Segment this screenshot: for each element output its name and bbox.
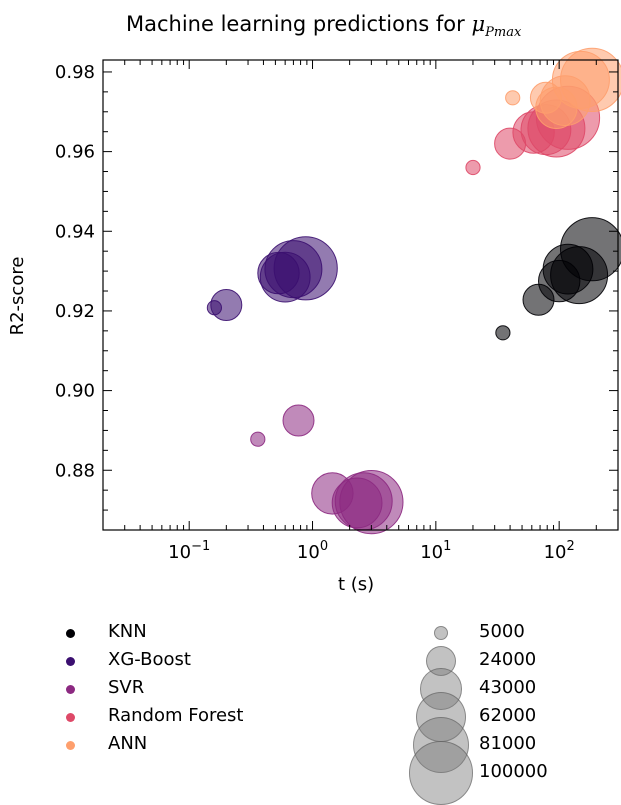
legend-label: Random Forest [108, 705, 243, 726]
title-symbol: μ [471, 12, 485, 36]
data-point-svr-1 [283, 405, 314, 436]
y-tick-label: 0.94 [55, 221, 95, 242]
data-point-xg-boost-1 [211, 290, 242, 321]
y-tick-label: 0.90 [55, 381, 95, 402]
data-point-knn-0 [496, 326, 510, 340]
legend-label: SVR [108, 677, 144, 698]
legend-label: ANN [108, 733, 147, 754]
y-tick-label: 0.98 [55, 62, 95, 83]
title-subscript: Pmax [485, 25, 521, 40]
x-tick-label: 102 [544, 539, 575, 563]
title-prefix: Machine learning predictions for [126, 12, 471, 36]
x-tick-label: 10−1 [168, 539, 210, 563]
y-tick-label: 0.88 [55, 460, 95, 481]
y-tick-label: 0.92 [55, 301, 95, 322]
legend-marker [66, 685, 75, 694]
data-point-ann-0 [506, 91, 520, 105]
data-point-xg-boost-5 [274, 237, 337, 300]
size-legend-label: 43000 [479, 677, 536, 698]
legend-marker [66, 741, 75, 750]
legend-marker [66, 657, 75, 666]
size-legend-label: 24000 [479, 649, 536, 670]
size-legend-label: 62000 [479, 705, 536, 726]
y-axis-label: R2-score [7, 257, 28, 336]
legend-label: KNN [108, 621, 147, 642]
size-legend-marker [409, 741, 472, 804]
legend-marker [66, 713, 75, 722]
legend-label: XG-Boost [108, 649, 191, 670]
legend-marker [66, 629, 75, 638]
x-tick-label: 100 [297, 539, 328, 563]
size-legend-label: 5000 [479, 621, 525, 642]
data-point-ann-5 [561, 48, 621, 111]
points-layer [207, 48, 621, 533]
data-point-random-forest-0 [466, 160, 480, 174]
data-point-svr-5 [340, 471, 403, 534]
x-tick-label: 101 [420, 539, 451, 563]
size-legend-label: 100000 [479, 761, 548, 782]
data-point-knn-5 [561, 218, 621, 281]
y-tick-label: 0.96 [55, 142, 95, 163]
data-point-svr-0 [251, 432, 265, 446]
x-axis-label: t (s) [338, 574, 374, 595]
size-legend-label: 81000 [479, 733, 536, 754]
